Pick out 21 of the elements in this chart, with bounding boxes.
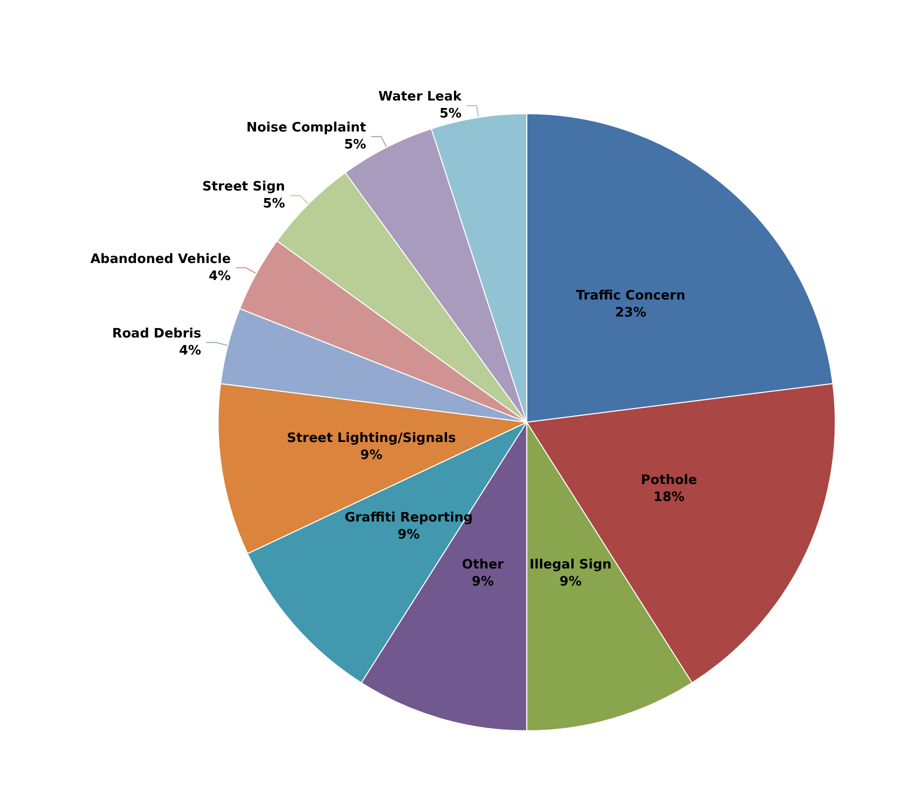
data-label: 9% <box>360 448 382 463</box>
slice-label: Road Debris <box>112 326 202 342</box>
slice-label: Street Lighting/Signals <box>286 430 456 446</box>
data-label: 4% <box>208 268 231 284</box>
slice-label: Noise Complaint <box>246 120 366 136</box>
slice-label: Pothole <box>640 473 698 488</box>
data-label: 4% <box>179 344 202 359</box>
data-label: 5% <box>344 138 366 153</box>
slice-label: Traffic Concern <box>576 288 686 304</box>
slice-label: Street Sign <box>202 180 286 195</box>
slice-label: Illegal Sign <box>530 557 612 572</box>
data-label: 23% <box>615 305 646 320</box>
data-label: 9% <box>560 574 582 590</box>
data-label: 9% <box>398 527 420 542</box>
data-label: 5% <box>262 196 286 212</box>
slice-label: Water Leak <box>378 90 462 105</box>
data-label: 5% <box>439 106 462 122</box>
data-label: 18% <box>653 490 685 506</box>
slice-label: Abandoned Vehicle <box>90 252 231 267</box>
data-label: 9% <box>472 574 494 590</box>
slice-label: Other <box>462 557 504 572</box>
